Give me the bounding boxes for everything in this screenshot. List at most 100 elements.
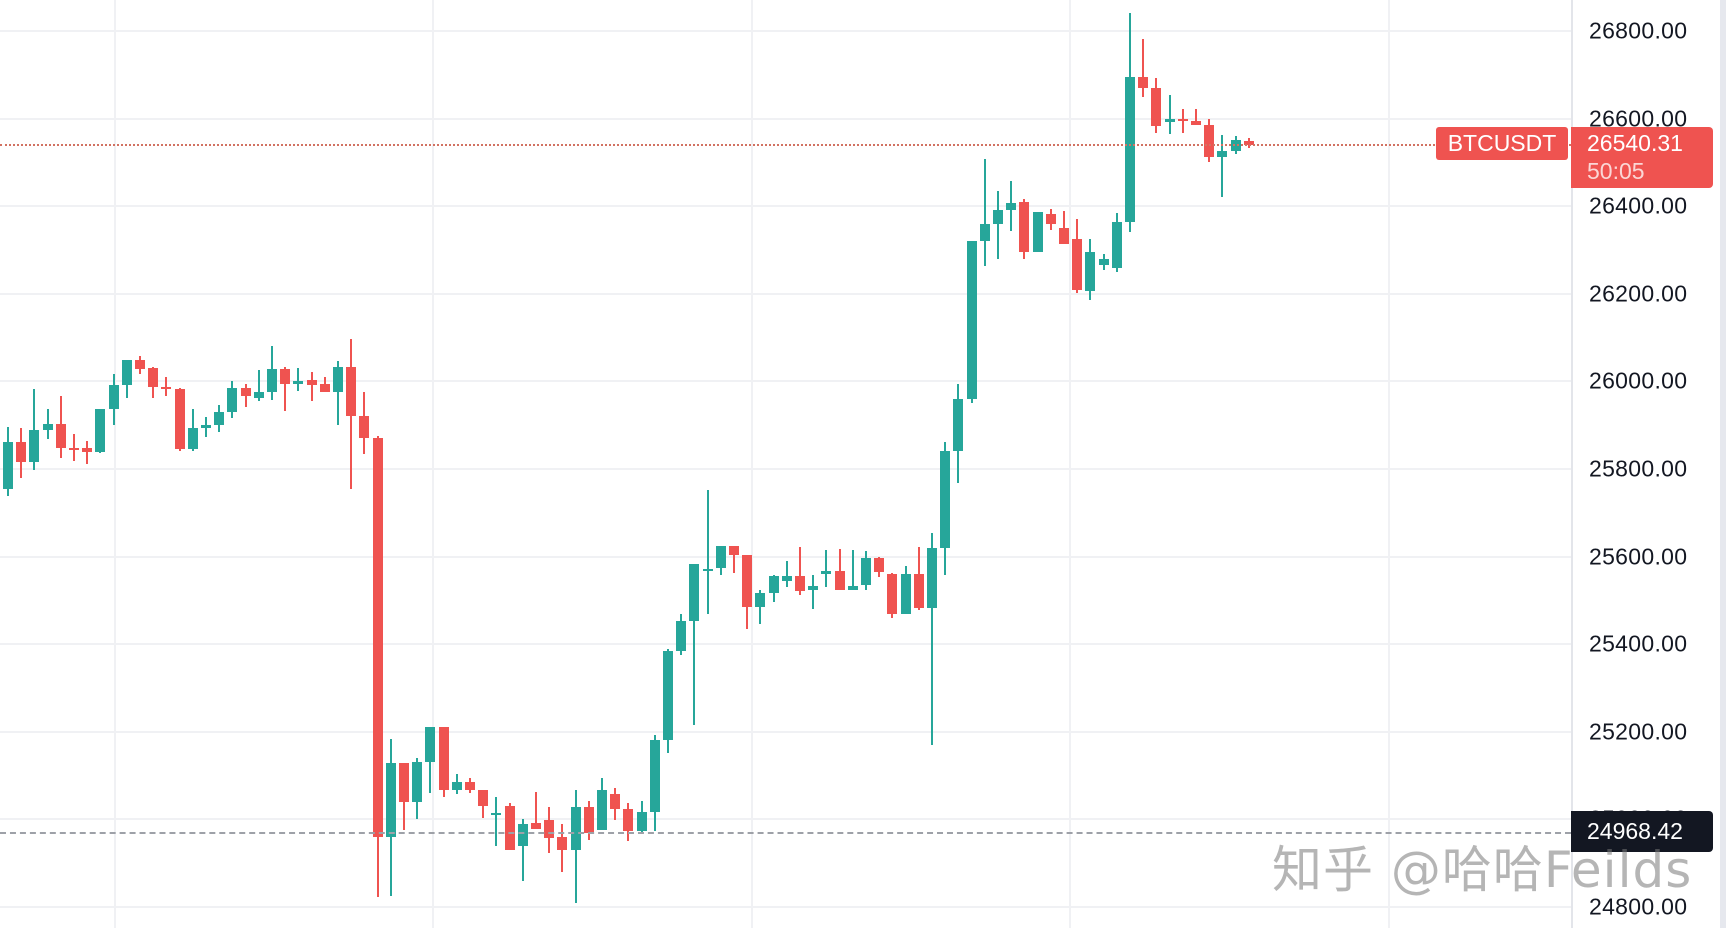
candle-body	[610, 793, 621, 809]
candle-body	[438, 726, 449, 791]
candle-body	[1072, 238, 1083, 291]
candle-body	[517, 823, 528, 846]
candle-body	[465, 781, 475, 791]
horizontal-gridline	[0, 117, 1571, 120]
horizontal-gridline	[0, 205, 1571, 208]
candle-body	[927, 547, 937, 609]
candle-wick	[297, 368, 300, 391]
candle-body	[913, 574, 924, 609]
candle-body	[689, 563, 700, 622]
candle-wick	[535, 792, 537, 829]
last-price-value: 26540.31	[1587, 130, 1683, 156]
candle-body	[1217, 151, 1228, 158]
horizontal-gridline	[0, 643, 1571, 646]
candle-body	[491, 813, 502, 816]
candle-body	[979, 223, 990, 242]
candle-wick	[1221, 135, 1224, 198]
horizontal-gridline	[0, 818, 1571, 821]
candle-body	[412, 762, 423, 803]
candle-body	[729, 546, 739, 556]
candle-body	[795, 576, 805, 592]
candle-body	[385, 763, 396, 837]
candle-body	[557, 836, 568, 851]
candle-body	[214, 412, 225, 426]
candle-body	[148, 368, 159, 387]
price-tick-label: 25200.00	[1589, 718, 1688, 745]
candle-wick	[785, 561, 788, 587]
candle-body	[1045, 213, 1056, 224]
candle-body	[293, 380, 304, 384]
candle-body	[1191, 121, 1201, 126]
candle-body	[425, 726, 436, 763]
candle-body	[821, 571, 832, 575]
price-tick-label: 26400.00	[1589, 192, 1688, 219]
candle-body	[768, 576, 779, 594]
candle-body	[69, 447, 79, 450]
candle-body	[161, 386, 172, 390]
candle-body	[583, 807, 594, 834]
candle-body	[900, 574, 911, 615]
candle-wick	[337, 360, 339, 426]
candle-body	[1111, 222, 1122, 268]
reference-price-line	[0, 832, 1571, 835]
candle-body	[42, 424, 53, 431]
candle-body	[1204, 125, 1215, 158]
candle-wick	[799, 546, 801, 595]
horizontal-gridline	[0, 468, 1571, 470]
candle-body	[108, 384, 119, 410]
candle-body	[676, 621, 687, 652]
candle-body	[742, 555, 753, 607]
horizontal-gridline	[0, 730, 1571, 733]
candle-body	[649, 739, 660, 812]
candle-body	[82, 447, 93, 453]
candle-body	[451, 781, 462, 791]
vertical-gridline	[1388, 0, 1390, 928]
vertical-gridline	[432, 0, 434, 928]
candle-wick	[931, 532, 933, 745]
candle-wick	[825, 550, 828, 587]
vertical-gridline	[1069, 0, 1071, 928]
candle-body	[966, 241, 977, 399]
candle-body	[993, 209, 1003, 224]
candle-body	[16, 441, 27, 462]
price-tick-label: 26000.00	[1589, 367, 1688, 394]
candle-wick	[1142, 38, 1145, 97]
candle-wick	[706, 490, 709, 614]
price-tick-label: 25800.00	[1589, 455, 1688, 482]
horizontal-gridline	[0, 555, 1571, 558]
candle-body	[1006, 202, 1017, 210]
candle-body	[280, 368, 291, 385]
candle-body	[55, 424, 66, 448]
candle-body	[478, 790, 489, 807]
watermark: 知乎 @哈哈Feilds	[1272, 841, 1693, 899]
candle-body	[201, 425, 211, 429]
candle-wick	[693, 563, 696, 725]
candle-wick	[812, 575, 815, 610]
candle-body	[1125, 76, 1135, 223]
candle-body	[1098, 258, 1109, 266]
chart-plot-area[interactable]: BTCUSDT	[0, 0, 1571, 928]
candle-body	[874, 558, 885, 573]
candle-body	[504, 806, 515, 851]
candle-wick	[1063, 211, 1065, 244]
candle-body	[715, 546, 726, 568]
candle-body	[887, 574, 898, 615]
vertical-gridline	[751, 0, 753, 928]
price-tick-label: 25600.00	[1589, 543, 1688, 570]
price-tick-label: 26200.00	[1589, 280, 1688, 307]
candle-body	[372, 438, 383, 837]
candle-wick	[73, 433, 75, 462]
candle-wick	[1195, 108, 1197, 126]
candle-body	[953, 398, 964, 452]
candle-body	[636, 811, 647, 831]
candle-body	[834, 571, 845, 590]
candle-wick	[838, 549, 841, 590]
candle-body	[227, 388, 238, 413]
candle-body	[306, 379, 317, 386]
candle-body	[399, 763, 409, 803]
horizontal-gridline	[0, 292, 1571, 295]
candle-body	[663, 651, 673, 740]
scrollbar-edge[interactable]	[1720, 0, 1726, 928]
candle-body	[267, 368, 277, 393]
candle-wick	[165, 376, 168, 397]
